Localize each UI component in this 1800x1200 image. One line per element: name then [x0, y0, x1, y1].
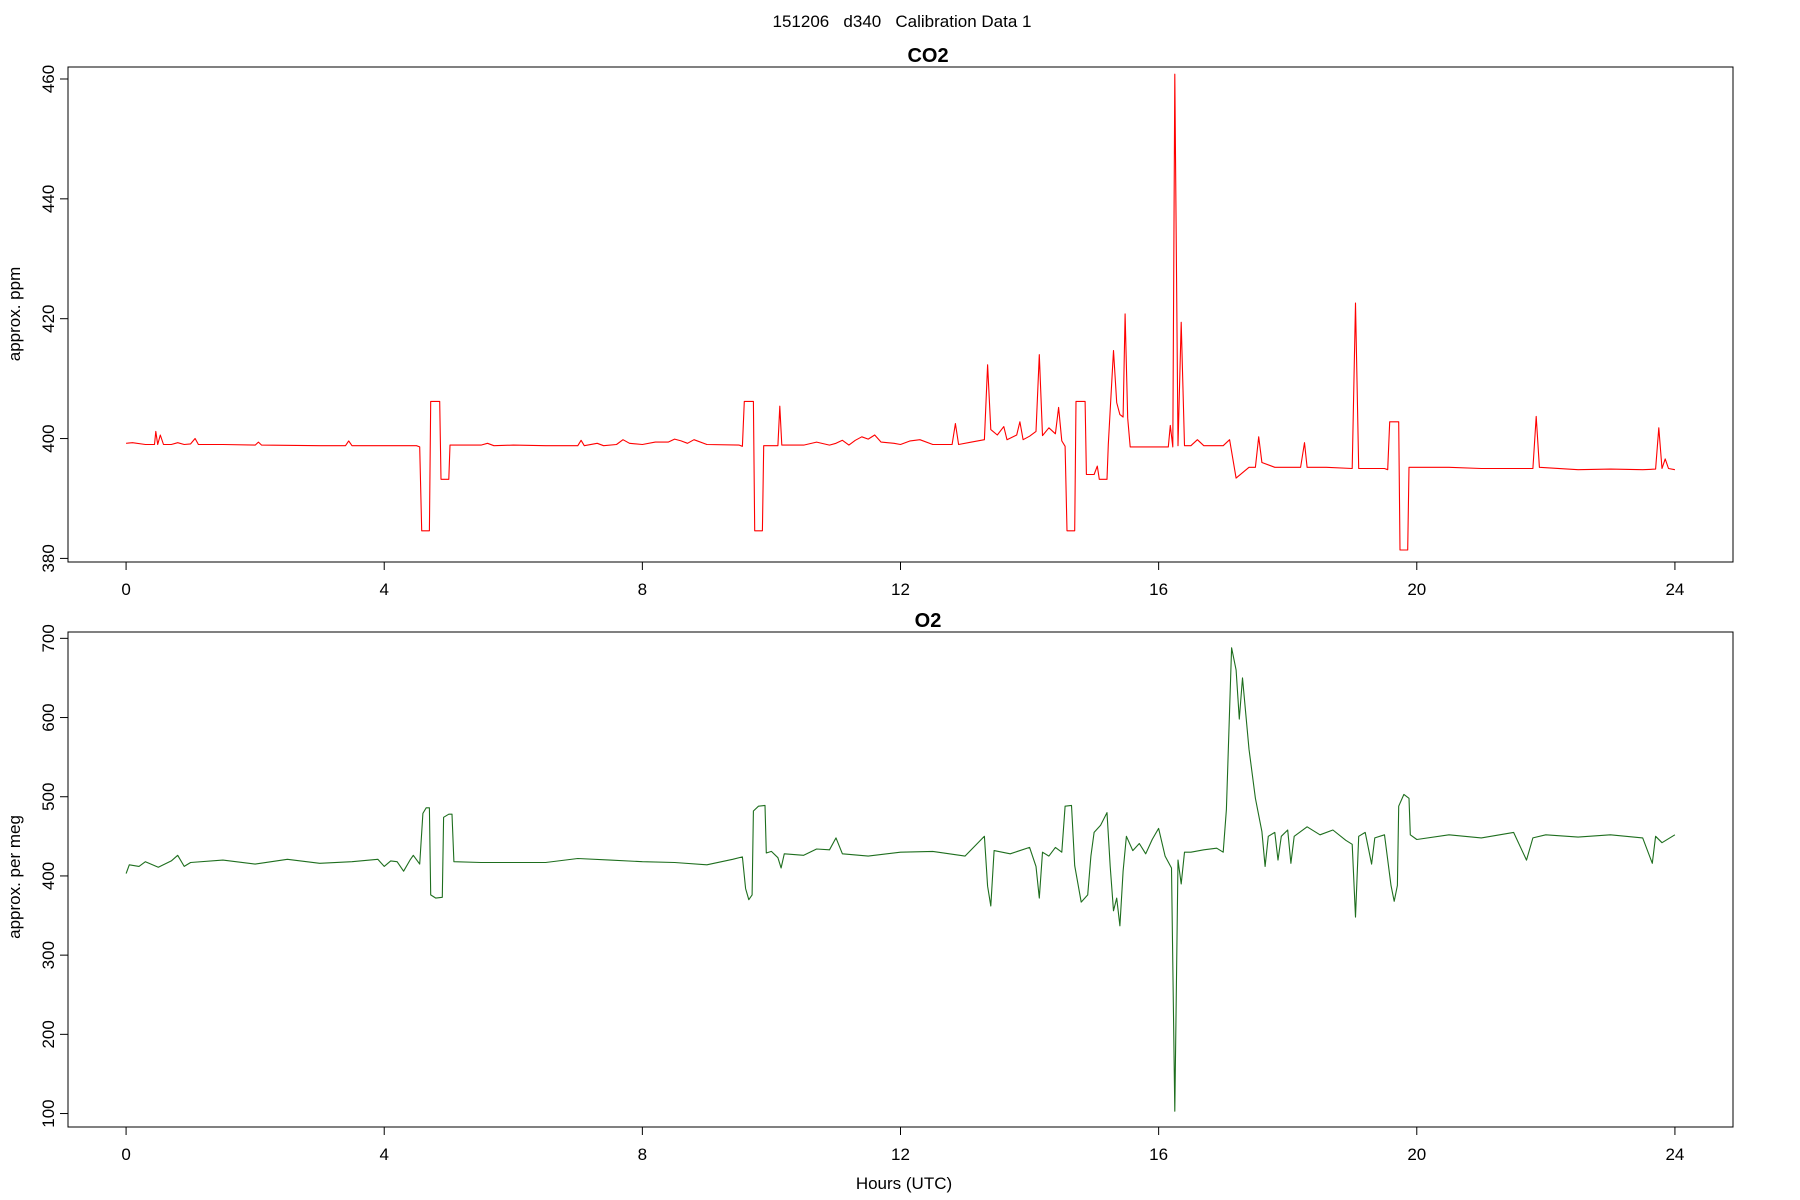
co2-y-axis: 380 400 420 440 460	[39, 65, 68, 573]
o2-x-tick-label: 20	[1407, 1145, 1426, 1164]
o2-x-axis-label: Hours (UTC)	[856, 1174, 952, 1193]
o2-x-tick-label: 12	[891, 1145, 910, 1164]
co2-x-tick-label: 16	[1149, 580, 1168, 599]
o2-x-tick-label: 16	[1149, 1145, 1168, 1164]
o2-series-line	[125, 647, 1676, 1112]
co2-y-tick-label: 440	[39, 185, 58, 213]
o2-x-tick-label: 8	[638, 1145, 647, 1164]
o2-panel: O2 0 4 8 12 16 20 24 100 200 300 400 500 600 700 app…	[5, 610, 1734, 1193]
o2-plot-frame	[67, 631, 1734, 1128]
co2-x-tick-label: 8	[638, 580, 647, 599]
co2-plot-frame	[67, 66, 1734, 563]
co2-series-layer	[126, 73, 1676, 551]
o2-y-tick-label: 600	[39, 703, 58, 731]
co2-panel: CO2 0 4 8 12 16 20 24 380 400 420 440 460 approx. …	[5, 45, 1734, 599]
o2-x-tick-label: 4	[379, 1145, 388, 1164]
o2-y-tick-label: 500	[39, 783, 58, 811]
co2-panel-title: CO2	[907, 45, 948, 67]
o2-y-axis: 100 200 300 400 500 600 700	[39, 624, 68, 1128]
co2-x-tick-label: 20	[1407, 580, 1426, 599]
o2-x-tick-label: 24	[1665, 1145, 1684, 1164]
o2-panel-title: O2	[915, 610, 942, 632]
o2-x-tick-label: 0	[121, 1145, 130, 1164]
co2-y-tick-label: 420	[39, 305, 58, 333]
o2-x-axis: 0 4 8 12 16 20 24	[121, 1127, 1684, 1164]
o2-y-tick-label: 700	[39, 624, 58, 652]
o2-series-layer	[125, 647, 1676, 1112]
co2-y-tick-label: 400	[39, 424, 58, 452]
o2-y-tick-label: 200	[39, 1020, 58, 1048]
co2-x-tick-label: 0	[121, 580, 130, 599]
figure-title: 151206 d340 Calibration Data 1	[773, 12, 1032, 31]
o2-y-tick-label: 300	[39, 941, 58, 969]
co2-x-tick-label: 24	[1665, 580, 1684, 599]
co2-y-axis-label: approx. ppm	[5, 267, 24, 362]
co2-y-tick-label: 460	[39, 65, 58, 93]
o2-y-axis-label: approx. per meg	[5, 815, 24, 939]
o2-y-tick-label: 400	[39, 862, 58, 890]
o2-y-tick-label: 100	[39, 1099, 58, 1127]
co2-x-tick-label: 4	[379, 580, 388, 599]
co2-y-tick-label: 380	[39, 544, 58, 572]
co2-x-axis: 0 4 8 12 16 20 24	[121, 562, 1684, 599]
co2-series-line	[126, 73, 1676, 551]
co2-x-tick-label: 12	[891, 580, 910, 599]
